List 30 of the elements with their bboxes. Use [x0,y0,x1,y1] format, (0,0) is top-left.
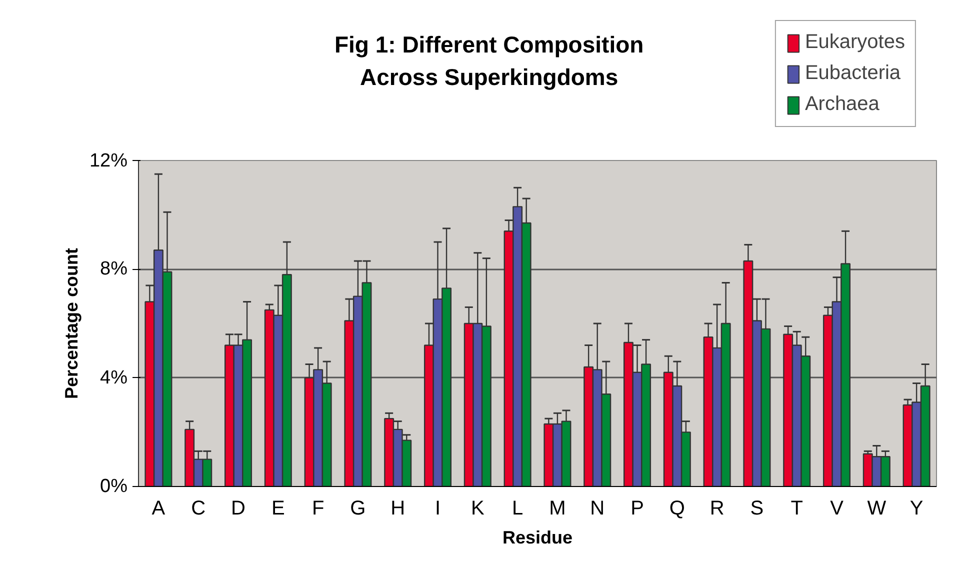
y-tick-label: 4% [100,367,128,388]
x-tick-label: N [590,498,605,520]
y-tick-label: 0% [100,476,128,497]
y-axis-title: Percentage count [61,248,82,400]
x-tick-label: H [390,498,406,520]
chart-title: Fig 1: Different Composition Across Superkingdoms [334,31,644,90]
x-tick-label: A [152,498,166,520]
x-tick-label: E [271,498,285,520]
x-tick-label: I [434,498,441,520]
x-axis-title: Residue [502,528,573,548]
x-tick-label: K [470,498,485,520]
x-tick-label: T [790,498,803,520]
x-tick-label: M [549,498,566,520]
x-tick-label: W [867,498,886,520]
legend-label: Eukaryotes [804,31,905,54]
y-tick-label: 8% [100,258,128,280]
legend-label: Archaea [804,93,880,116]
x-tick-label: Q [669,498,685,520]
x-tick-label: L [512,498,524,520]
x-tick-label: C [191,498,206,520]
x-tick-label: V [830,498,844,520]
y-tick-label: 12% [89,150,128,172]
x-tick-label: G [350,498,366,520]
x-tick-label: D [231,498,246,520]
x-tick-label: R [710,498,724,520]
x-tick-label: S [750,498,764,520]
x-tick-label: F [312,498,324,520]
x-tick-label: Y [910,498,924,520]
x-tick-label: P [630,498,644,520]
legend-label: Eubacteria [804,62,901,85]
